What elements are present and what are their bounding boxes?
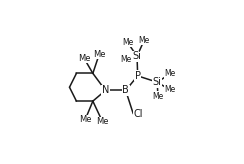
Text: P: P [135,71,141,81]
Text: Me: Me [164,85,175,94]
Text: Me: Me [138,36,150,45]
Text: Me: Me [79,115,92,124]
Text: Me: Me [122,38,133,47]
Text: B: B [122,85,129,95]
Text: N: N [102,85,109,95]
Text: Me: Me [78,54,90,63]
Text: Me: Me [121,55,132,64]
Text: Si: Si [132,51,142,61]
Text: Me: Me [96,117,109,126]
Text: Si: Si [153,77,162,87]
Text: Me: Me [164,70,175,79]
Text: Me: Me [93,50,105,59]
Text: Cl: Cl [133,109,143,119]
Text: Me: Me [152,92,163,101]
